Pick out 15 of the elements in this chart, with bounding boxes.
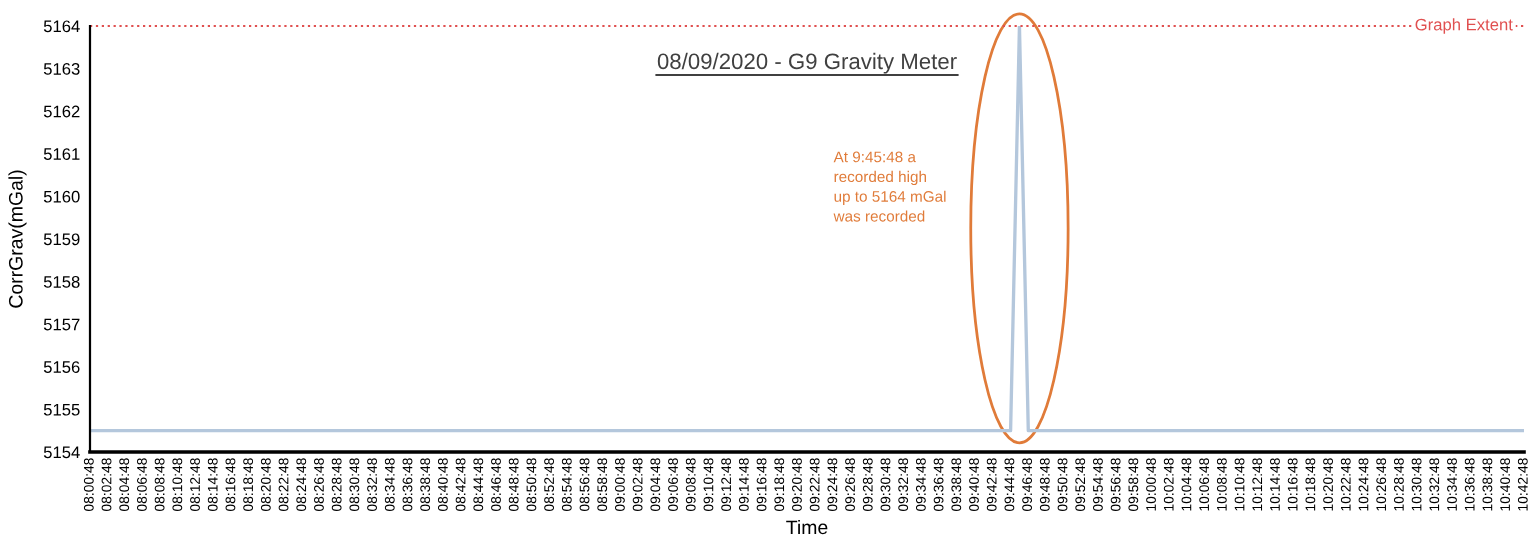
ref-line-label: Graph Extent xyxy=(1415,18,1513,34)
y-axis-title: CorrGrav(mGal) xyxy=(8,170,27,308)
y-tick-label: 5155 xyxy=(43,403,80,416)
y-tick-label: 5161 xyxy=(43,148,80,160)
y-tick-label: 5156 xyxy=(43,361,80,373)
y-tick-label: 5157 xyxy=(43,318,80,331)
y-tick-label: 5163 xyxy=(43,63,80,75)
y-tick-label: 5162 xyxy=(43,105,80,118)
y-tick-label: 5159 xyxy=(43,233,80,246)
text: 08/09/2020 - G9 Gravity Meter xyxy=(657,52,957,74)
y-tick-label: 5160 xyxy=(43,190,80,203)
y-tick-label: 5158 xyxy=(43,276,80,288)
x-axis-title: Time xyxy=(786,519,828,535)
y-tick-label: 5164 xyxy=(43,20,80,33)
y-tick-label: 5154 xyxy=(43,446,80,459)
